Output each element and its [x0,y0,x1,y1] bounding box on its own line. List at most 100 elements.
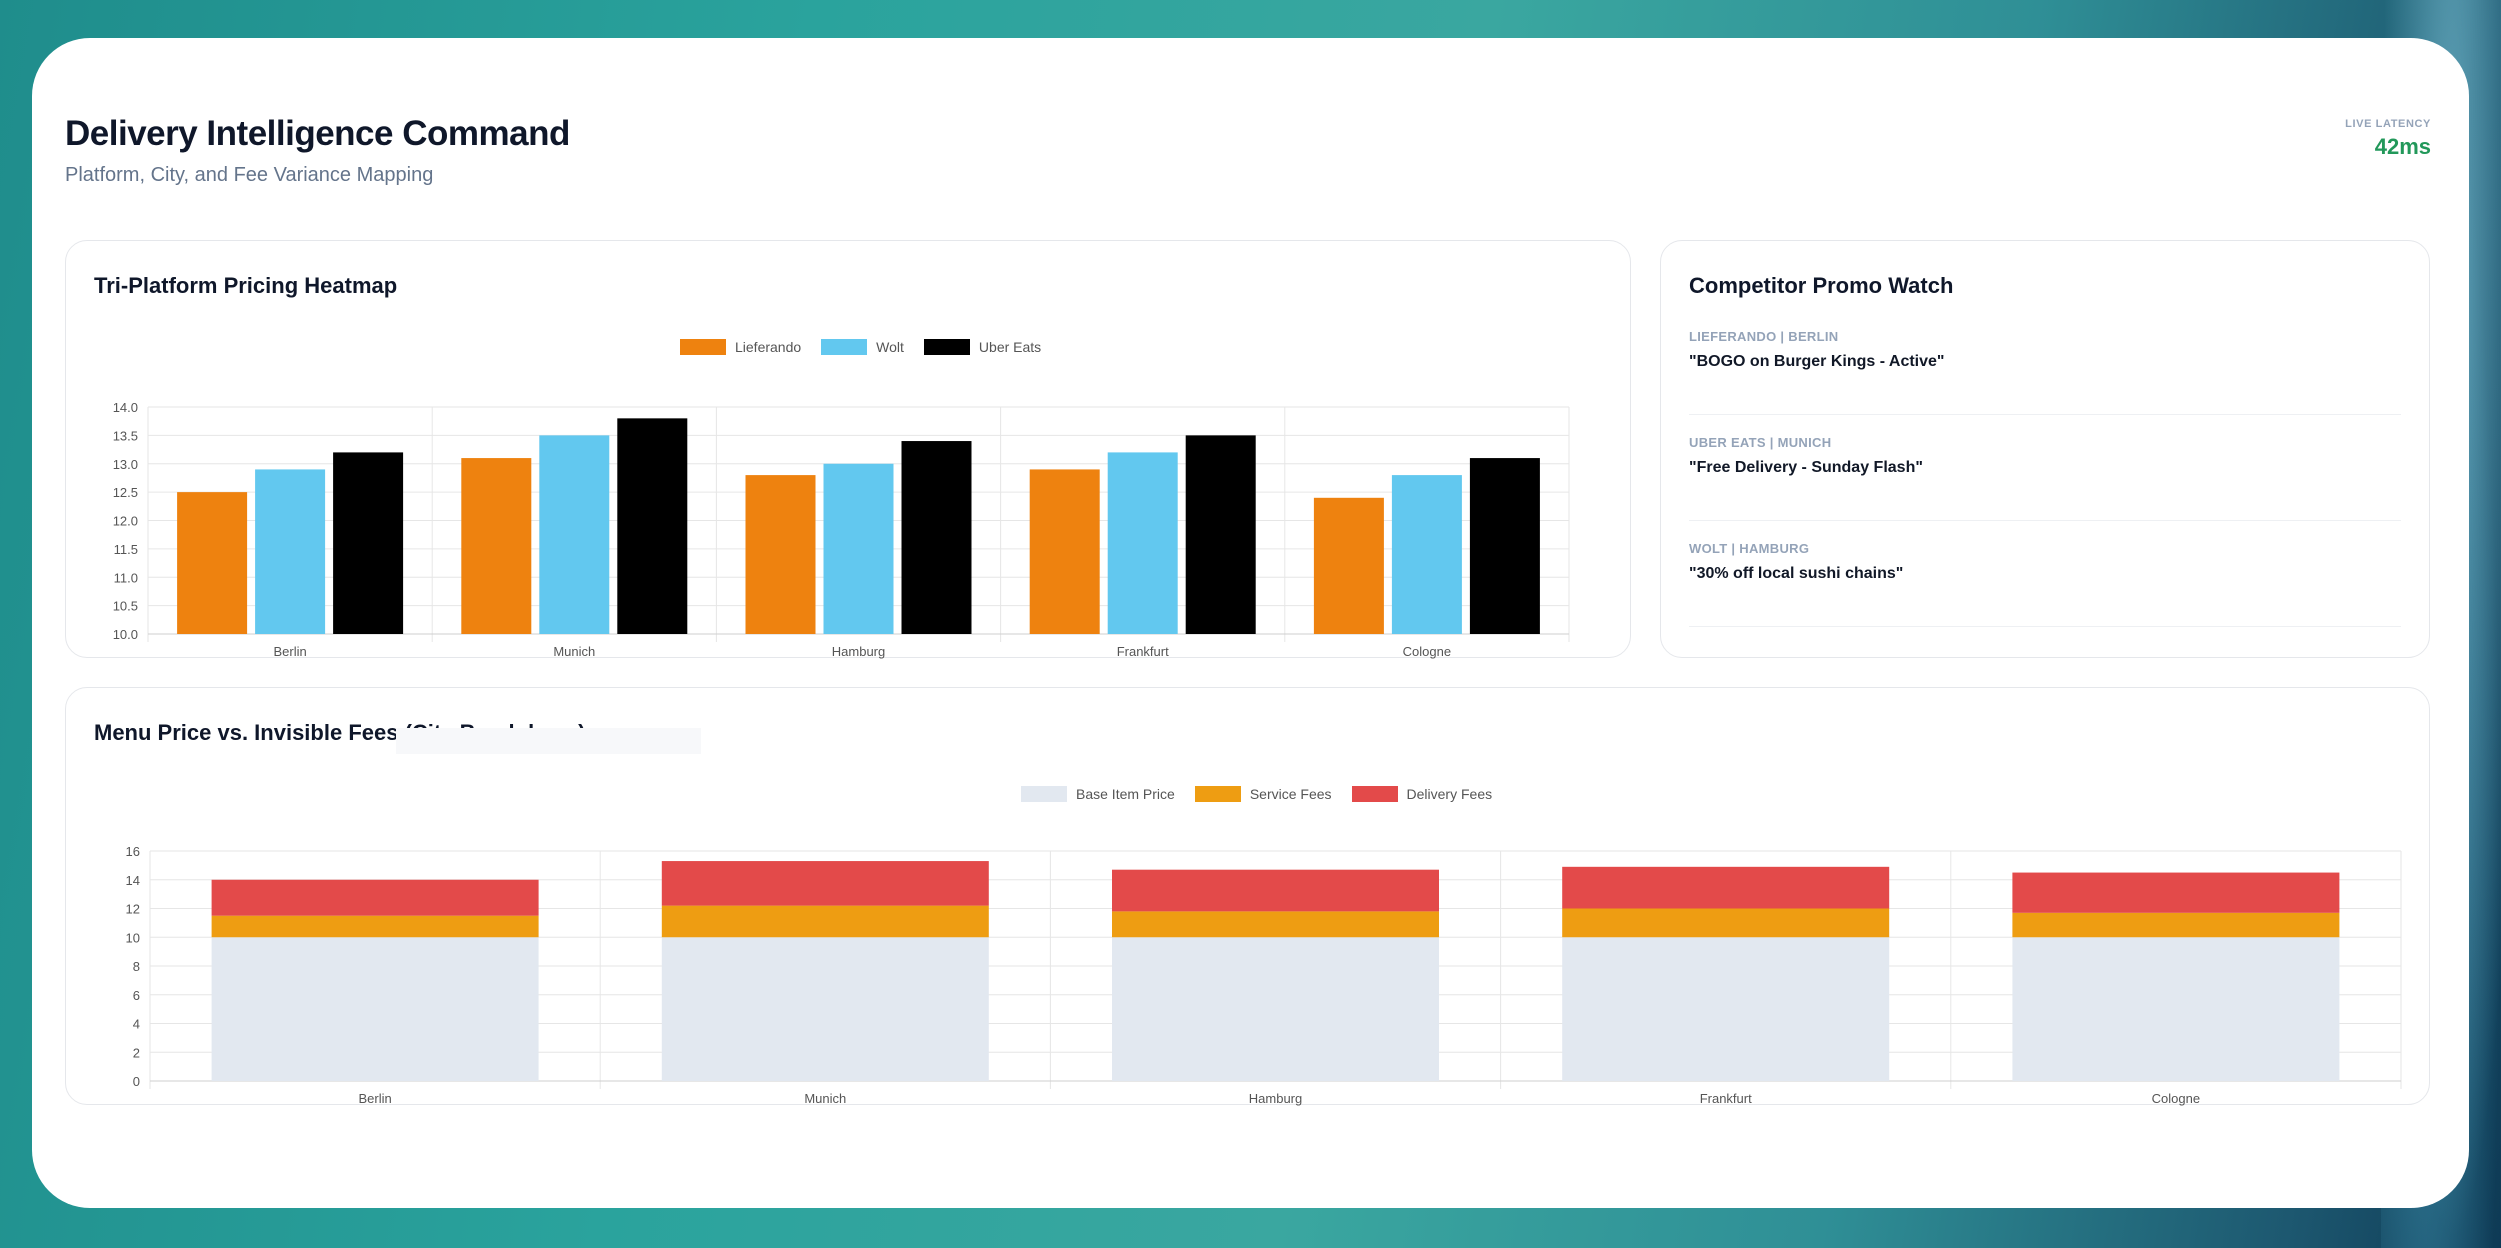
chart-legend: Lieferando Wolt Uber Eats [680,339,1041,355]
faint-placeholder-bar [396,728,701,754]
bar-segment-base-item-price[interactable] [2012,937,2340,1081]
y-tick-label: 10.0 [113,627,138,642]
page-header: Delivery Intelligence Command Platform, … [65,114,2431,194]
pricing-heatmap-card: Tri-Platform Pricing Heatmap Lieferando … [65,240,1631,659]
legend-label: Wolt [876,339,904,355]
y-tick-label: 12.0 [113,514,138,529]
y-tick-label: 13.5 [113,428,138,443]
legend-label: Uber Eats [978,339,1042,355]
y-tick-label: 12.5 [113,485,138,500]
y-tick-label: 14.0 [113,400,138,415]
y-tick-label: 4 [133,1017,140,1032]
legend-item-uber-eats[interactable]: Uber Eats [923,339,1042,355]
legend-item-wolt[interactable]: Wolt [821,339,904,355]
x-tick-label: Cologne [1403,644,1451,659]
bar-wolt[interactable] [1107,452,1178,634]
bar-segment-delivery-fees[interactable] [2012,872,2340,913]
y-tick-label: 14 [126,873,140,888]
promo-watch-card: Competitor Promo Watch LIEFERANDO | BERL… [1660,240,2430,658]
y-tick-label: 10 [126,930,140,945]
bar-segment-delivery-fees[interactable] [211,879,539,916]
legend-item-service-fees[interactable]: Service Fees [1194,786,1332,802]
legend-swatch [1021,786,1067,802]
y-tick-label: 16 [126,844,140,859]
promo-tag: UBER EATS | MUNICH [1689,435,1832,450]
bar-uber-eats[interactable] [901,441,972,634]
x-tick-label: Hamburg [832,644,885,659]
y-tick-label: 13.0 [113,457,138,472]
promo-item[interactable]: UBER EATS | MUNICH "Free Delivery - Sund… [1689,435,2401,521]
legend-label: Lieferando [735,339,802,355]
latency-value: 42ms [2374,134,2431,159]
x-tick-label: Berlin [358,1091,391,1106]
promo-text: "30% off local sushi chains" [1689,565,1904,582]
bar-segment-delivery-fees[interactable] [1562,866,1890,909]
chart-legend: Base Item Price Service Fees Delivery Fe… [1021,786,1492,802]
promo-tag: LIEFERANDO | BERLIN [1689,329,1839,344]
bar-segment-service-fees[interactable] [1562,908,1890,938]
latency-label: LIVE LATENCY [2345,118,2431,130]
bar-wolt[interactable] [255,469,326,634]
x-tick-label: Munich [804,1091,846,1106]
bar-lieferando[interactable] [1313,497,1384,634]
x-tick-label: Berlin [273,644,306,659]
bar-lieferando[interactable] [745,475,816,634]
bar-segment-base-item-price[interactable] [1112,937,1439,1081]
bar-segment-base-item-price[interactable] [661,937,989,1081]
x-tick-label: Cologne [2152,1091,2200,1106]
bar-segment-service-fees[interactable] [661,905,989,938]
legend-label: Delivery Fees [1406,786,1493,802]
legend-label: Base Item Price [1076,786,1175,802]
x-tick-label: Frankfurt [1700,1091,1752,1106]
fees-breakdown-card: Menu Price vs. Invisible Fees (City Brea… [65,687,2430,1106]
bar-wolt[interactable] [539,435,610,634]
bar-uber-eats[interactable] [1469,458,1540,634]
bar-uber-eats[interactable] [333,452,404,634]
bar-wolt[interactable] [1391,475,1462,634]
legend-swatch [1351,786,1398,802]
promo-item[interactable]: LIEFERANDO | BERLIN "BOGO on Burger King… [1689,329,2401,415]
bar-lieferando[interactable] [177,492,248,634]
bar-wolt[interactable] [823,463,894,634]
bar-uber-eats[interactable] [1185,435,1256,634]
legend-swatch [1194,786,1241,802]
legend-swatch [821,339,868,355]
promo-text: "BOGO on Burger Kings - Active" [1689,353,1945,370]
promo-list: LIEFERANDO | BERLIN "BOGO on Burger King… [1689,329,2401,647]
legend-item-delivery-fees[interactable]: Delivery Fees [1351,786,1493,802]
page-title: Delivery Intelligence Command [65,114,570,153]
live-latency-indicator: LIVE LATENCY 42ms [2345,118,2431,160]
promo-tag: WOLT | HAMBURG [1689,541,1810,556]
x-tick-label: Hamburg [1249,1091,1302,1106]
legend-item-base-price[interactable]: Base Item Price [1021,786,1175,802]
bar-lieferando[interactable] [461,458,532,634]
legend-item-lieferando[interactable]: Lieferando [680,339,801,355]
page-subtitle: Platform, City, and Fee Variance Mapping [65,164,434,186]
y-tick-label: 2 [133,1045,140,1060]
legend-swatch [923,339,970,355]
y-tick-label: 11.5 [114,542,138,557]
promo-text: "Free Delivery - Sunday Flash" [1689,459,1923,476]
bar-segment-base-item-price[interactable] [1562,937,1890,1081]
bar-segment-base-item-price[interactable] [211,937,539,1081]
promo-item[interactable]: WOLT | HAMBURG "30% off local sushi chai… [1689,541,2401,627]
card-title: Tri-Platform Pricing Heatmap [94,273,398,298]
bar-lieferando[interactable] [1029,469,1100,634]
bar-uber-eats[interactable] [617,418,688,634]
bar-segment-service-fees[interactable] [211,915,539,938]
dashboard-window: Delivery Intelligence Command Platform, … [32,38,2469,1208]
bar-segment-delivery-fees[interactable] [1112,869,1439,912]
y-tick-label: 0 [133,1074,140,1089]
y-tick-label: 10.5 [113,599,138,614]
y-tick-label: 8 [133,959,140,974]
legend-swatch [680,339,726,355]
bar-segment-delivery-fees[interactable] [661,861,989,906]
bar-segment-service-fees[interactable] [1112,911,1439,938]
pricing-heatmap-chart: 10.0 10.5 11.0 11.5 12.0 12.5 13.0 13.5 14.0 Berl… [113,400,1570,659]
bar-segment-service-fees[interactable] [2012,912,2340,938]
x-tick-label: Frankfurt [1117,644,1169,659]
legend-label: Service Fees [1249,786,1332,802]
x-tick-label: Munich [553,644,595,659]
y-tick-label: 12 [126,902,140,917]
y-tick-label: 11.0 [114,570,138,585]
